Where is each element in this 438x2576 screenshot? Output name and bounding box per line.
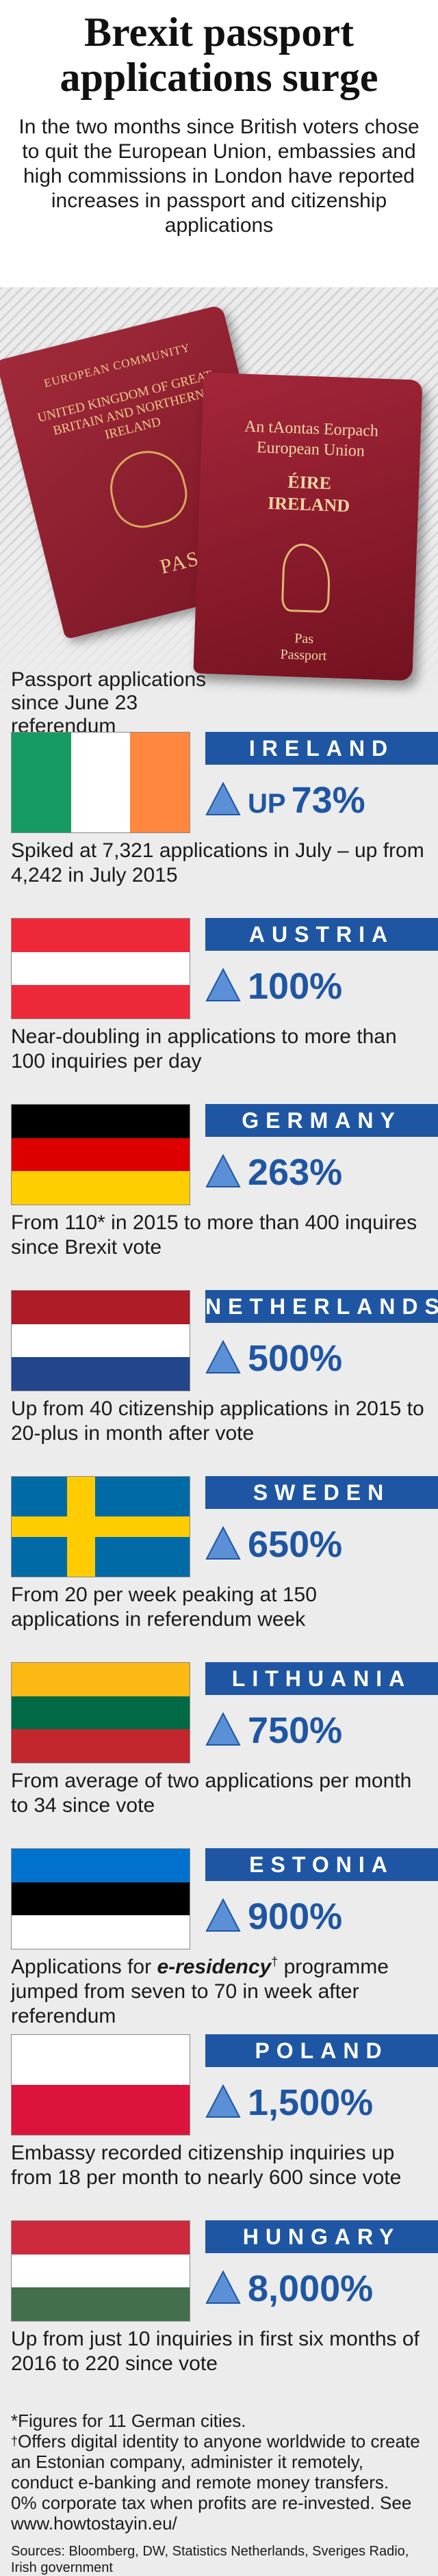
page-title: Brexit passport applications surge xyxy=(0,10,438,100)
description-prefix: Applications for xyxy=(11,1956,157,1978)
country-description: Embassy recorded citizenship inquiries u… xyxy=(11,2142,402,2189)
country-name-bar: IRELAND xyxy=(205,732,438,765)
percent-increase: 750% xyxy=(248,1702,342,1759)
percent-value: 263% xyxy=(248,1152,343,1193)
country-description: Near-doubling in applications to more th… xyxy=(11,1025,397,1073)
hungary-flag-icon xyxy=(11,2220,190,2322)
country-name-bar: NETHERLANDS xyxy=(205,1290,438,1323)
percent-value: 73% xyxy=(291,780,365,821)
description-suffix: programme jumped from seven to 70 in wee… xyxy=(11,1956,389,2027)
up-label: UP xyxy=(248,789,286,819)
percent-value: 100% xyxy=(248,966,343,1007)
country-description: Up from just 10 inquiries in first six m… xyxy=(11,2328,420,2375)
percent-value: 650% xyxy=(248,1524,343,1565)
dagger-mark: † xyxy=(11,2434,18,2448)
country-description: From 20 per week peaking at 150 applicat… xyxy=(11,1583,317,1631)
up-triangle-icon xyxy=(205,1897,241,1932)
percent-increase: 263% xyxy=(248,1144,342,1201)
up-triangle-icon xyxy=(205,781,241,815)
percent-increase: 8,000% xyxy=(248,2260,373,2317)
footnote-tax: 0% corporate tax when profits are re-inv… xyxy=(11,2493,412,2534)
sources: Sources: Bloomberg, DW, Statistics Nethe… xyxy=(11,2544,409,2575)
percent-increase: 1,500% xyxy=(248,2074,373,2131)
country-austria: AUSTRIA 100% Near-doubling in applications… xyxy=(0,911,438,1103)
footnote-dagger-text: Offers digital identity to anyone worldw… xyxy=(11,2431,420,2493)
country-name-bar: SWEDEN xyxy=(205,1476,438,1509)
dagger-mark: † xyxy=(271,1955,279,1969)
passports-illustration: EUROPEAN COMMUNITY UNITED KINGDOM OF GRE… xyxy=(0,301,438,711)
country-lithuania: LITHUANIA 750% From average of two applica… xyxy=(0,1655,438,1847)
irish-passport-word: Pas Passport xyxy=(194,627,413,667)
title-line-1: Brexit passport xyxy=(84,10,354,55)
up-triangle-icon xyxy=(205,2084,241,2118)
up-triangle-icon xyxy=(205,1339,241,1374)
header: Brexit passport applications surge In th… xyxy=(0,0,438,287)
description-emphasis: e-residency xyxy=(157,1956,272,1978)
country-poland: POLAND 1,500% Embassy recorded citizenship… xyxy=(0,2027,438,2219)
percent-value: 750% xyxy=(248,1710,343,1751)
sweden-flag-icon xyxy=(11,1476,190,1577)
germany-flag-icon xyxy=(11,1104,190,1205)
lithuania-flag-icon xyxy=(11,1662,190,1763)
country-name-bar: AUSTRIA xyxy=(205,918,438,951)
royal-crest-icon xyxy=(102,443,194,534)
percent-value: 500% xyxy=(248,1338,343,1379)
percent-value: 1,500% xyxy=(248,2082,374,2123)
percent-value: 900% xyxy=(248,1896,343,1937)
percent-increase: 900% xyxy=(248,1888,342,1945)
country-name-bar: HUNGARY xyxy=(205,2220,438,2253)
percent-value: 8,000% xyxy=(248,2268,374,2309)
percent-increase: UP 73% xyxy=(248,772,365,829)
up-triangle-icon xyxy=(205,1153,241,1187)
country-description: From 110* in 2015 to more than 400 inqui… xyxy=(11,1211,417,1259)
irish-passport-illustration: An tAontas Eorpach European Union ÉIRE I… xyxy=(193,372,423,681)
up-triangle-icon xyxy=(205,967,241,1001)
footnote-dagger: †Offers digital identity to anyone world… xyxy=(11,2431,430,2493)
footnote-asterisk: *Figures for 11 German cities. xyxy=(11,2410,246,2431)
country-description: Spiked at 7,321 applications in July – u… xyxy=(11,839,424,886)
country-netherlands: NETHERLANDS 500% Up from 40 citizenship ap… xyxy=(0,1283,438,1475)
country-description: Applications for e-residency† programme … xyxy=(11,1955,430,2029)
title-line-2: applications surge xyxy=(60,55,378,100)
country-name-bar: POLAND xyxy=(205,2034,438,2067)
country-estonia: ESTONIA 900% Applications for e-residency†… xyxy=(0,1841,438,2033)
country-hungary: HUNGARY 8,000% Up from just 10 inquiries i… xyxy=(0,2213,438,2405)
percent-increase: 650% xyxy=(248,1516,342,1573)
ireland-flag-icon xyxy=(11,732,190,833)
austria-flag-icon xyxy=(11,918,190,1019)
footnotes: *Figures for 11 German cities. †Offers d… xyxy=(11,2410,430,2576)
country-description: Up from 40 citizenship applications in 2… xyxy=(11,1397,424,1445)
up-triangle-icon xyxy=(205,2270,241,2304)
country-name-bar: LITHUANIA xyxy=(205,1662,438,1695)
percent-increase: 100% xyxy=(248,958,342,1015)
irish-passport-country: ÉIRE IRELAND xyxy=(199,468,420,519)
poland-flag-icon xyxy=(11,2034,190,2135)
harp-icon xyxy=(281,542,332,614)
country-sweden: SWEDEN 650% From 20 per week peaking at 15… xyxy=(0,1469,438,1661)
intro-text: In the two months since British voters c… xyxy=(18,116,420,237)
country-ireland: IRELAND UP 73% Spiked at 7,321 applications… xyxy=(0,725,438,917)
estonia-flag-icon xyxy=(11,1848,190,1949)
irish-passport-union: An tAontas Eorpach European Union xyxy=(201,415,422,464)
netherlands-flag-icon xyxy=(11,1290,190,1391)
country-description: From average of two applications per mon… xyxy=(11,1770,412,1817)
percent-increase: 500% xyxy=(248,1330,342,1387)
country-germany: GERMANY 263% From 110* in 2015 to more tha… xyxy=(0,1097,438,1289)
up-triangle-icon xyxy=(205,1525,241,1560)
country-name-bar: GERMANY xyxy=(205,1104,438,1137)
country-name-bar: ESTONIA xyxy=(205,1848,438,1881)
up-triangle-icon xyxy=(205,1711,241,1746)
